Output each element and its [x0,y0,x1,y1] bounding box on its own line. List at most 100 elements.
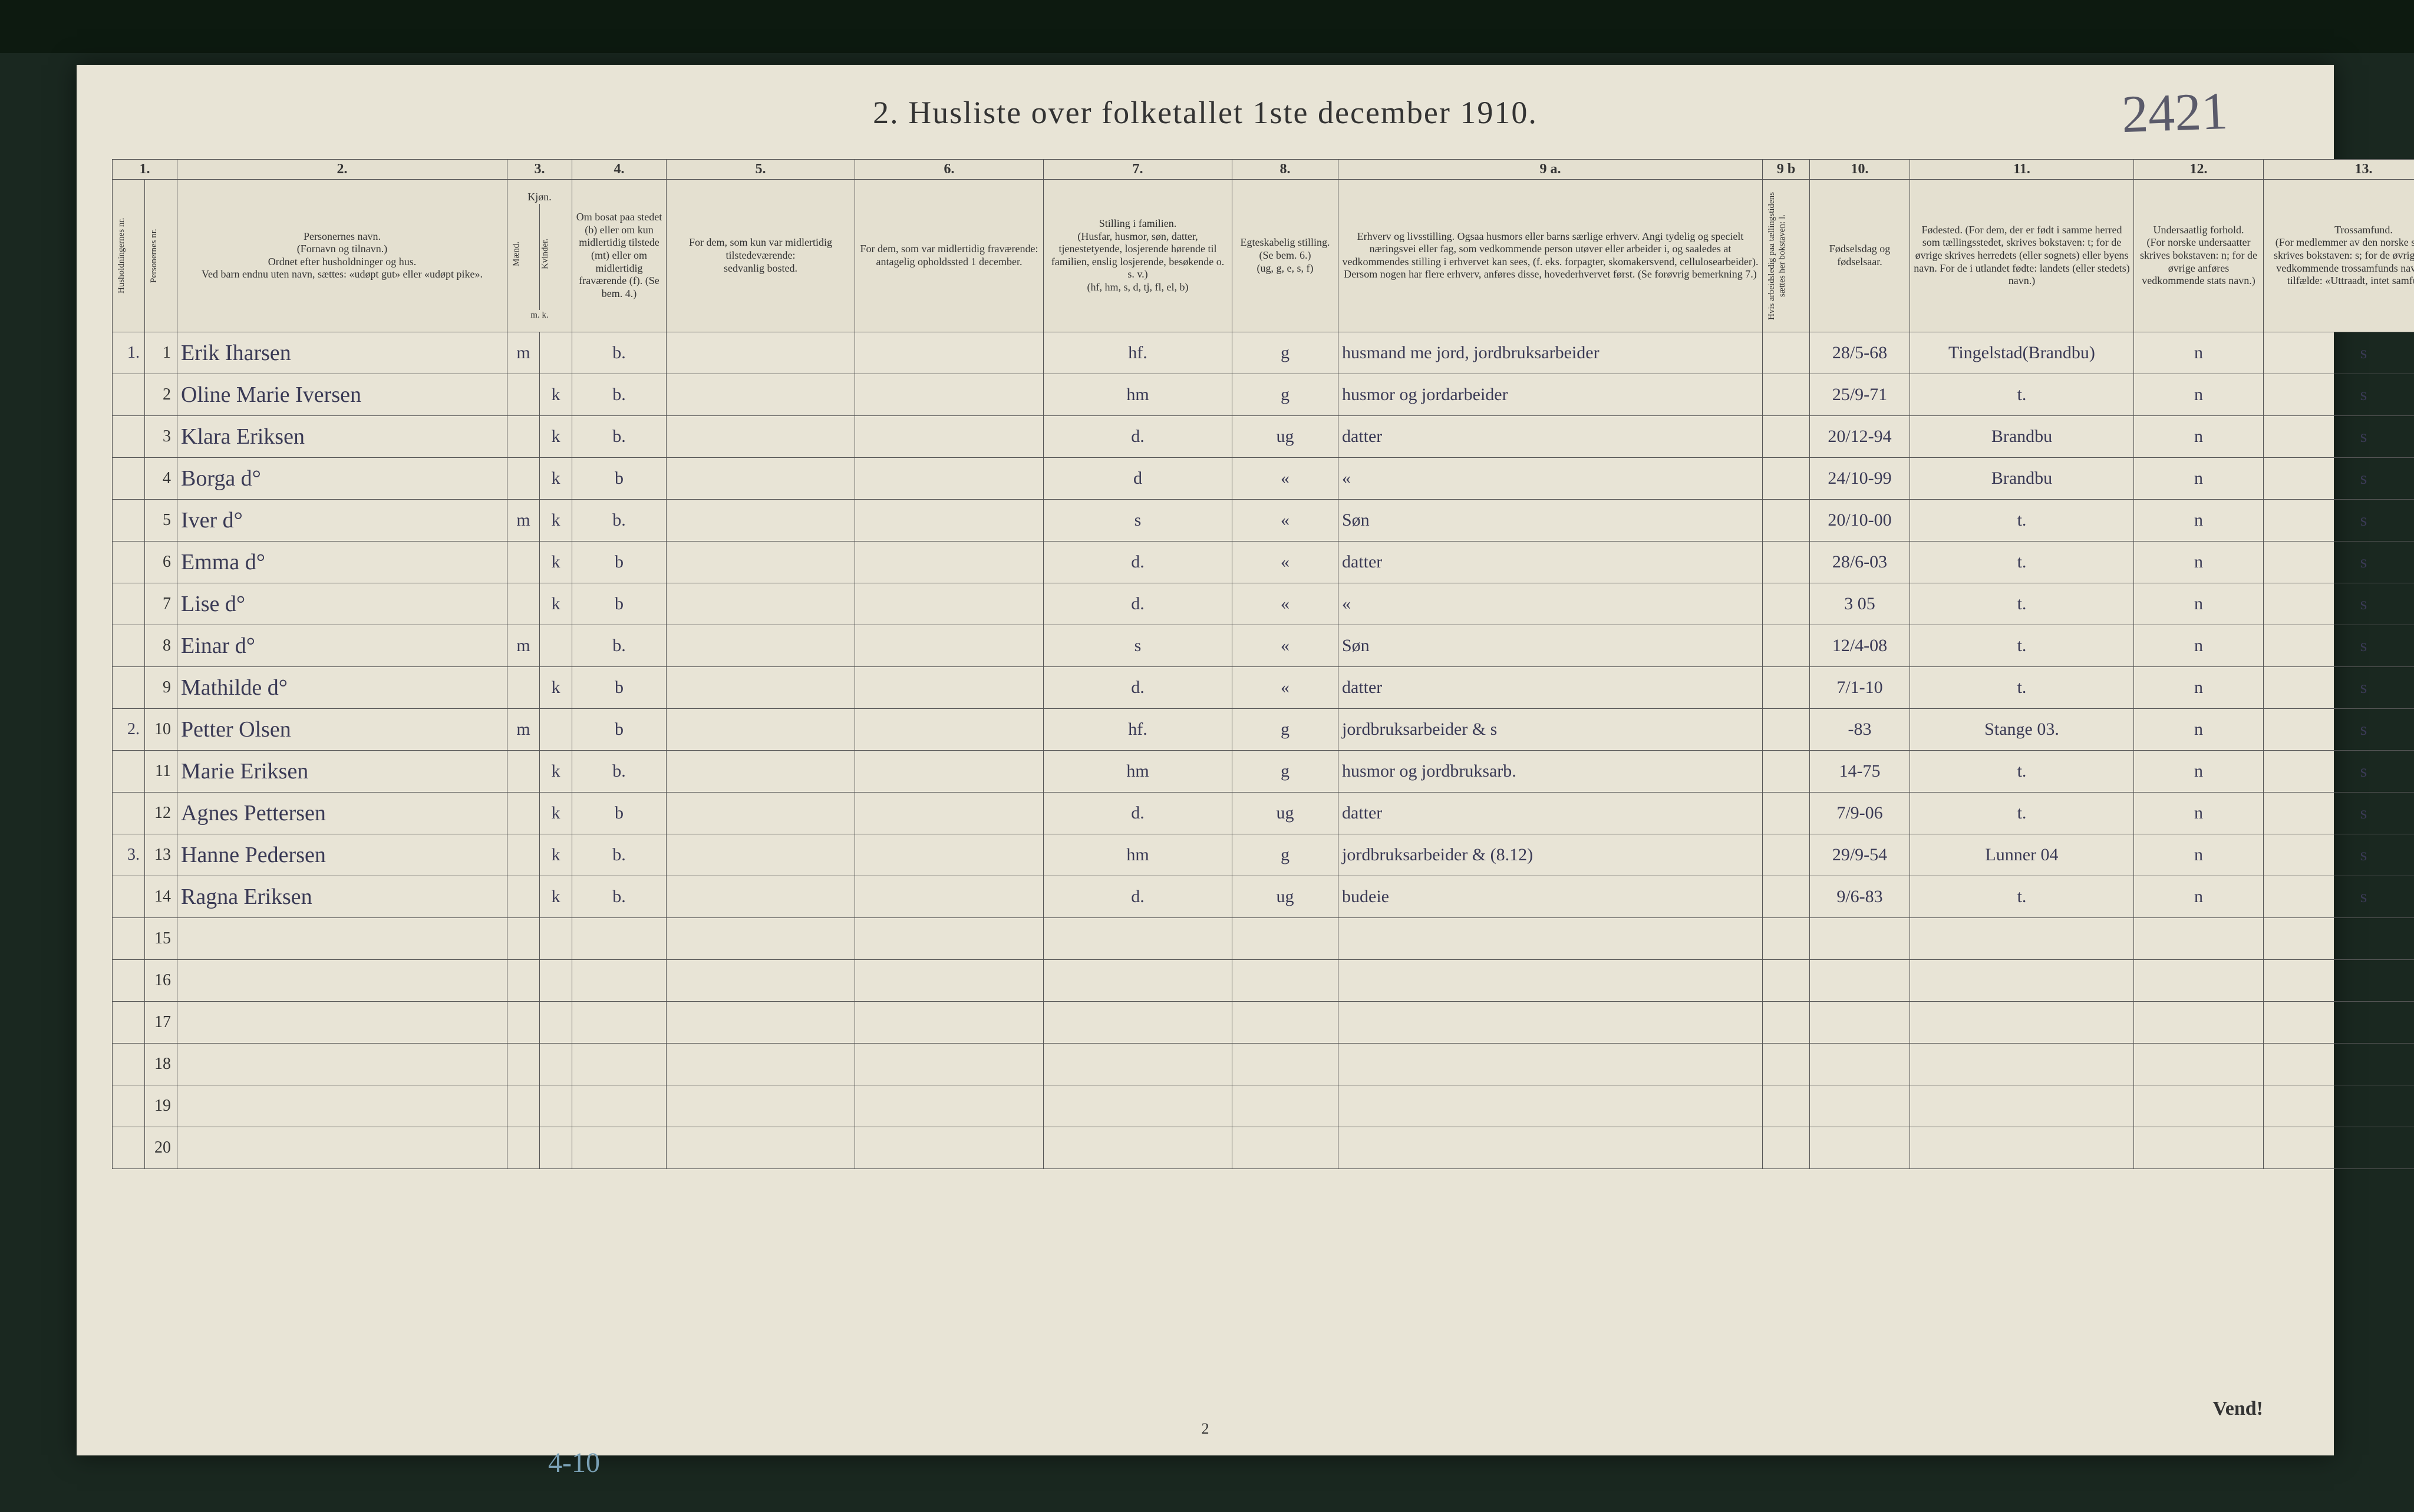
table-row: 15 [113,917,2414,959]
cell-sex-k: k [540,583,572,625]
cell-religion: s [2264,499,2414,541]
cell-sex-k: k [540,876,572,917]
cell-marital [1232,1127,1338,1168]
cell-occupation [1338,959,1763,1001]
cell-sex-m: m [507,499,540,541]
cell-marital: g [1232,374,1338,415]
table-row: 18 [113,1043,2414,1085]
cell-unemployed [1763,1001,1810,1043]
cell-family-pos: hf. [1044,708,1232,750]
cell-birthdate: 24/10-99 [1810,457,1910,499]
cell-person-nr: 17 [145,1001,177,1043]
cell-temp-present [667,1043,855,1085]
cell-temp-absent [855,457,1044,499]
cell-family-pos [1044,1043,1232,1085]
cell-temp-absent [855,1043,1044,1085]
cell-temp-absent [855,792,1044,834]
cell-sex-m [507,792,540,834]
cell-name: Ragna Eriksen [177,876,507,917]
cell-name [177,1043,507,1085]
cell-marital [1232,1085,1338,1127]
table-row: 3Klara Eriksenkb.d.ugdatter20/12-94Brand… [113,415,2414,457]
colnum-1: 1. [113,160,177,180]
cell-unemployed [1763,332,1810,374]
hdr-temp-present: For dem, som kun var midlertidig tilsted… [667,179,855,332]
cell-birthplace [1910,959,2134,1001]
cell-birthdate [1810,917,1910,959]
cell-religion [2264,1085,2414,1127]
cell-birthdate [1810,1043,1910,1085]
hdr-name: Personernes navn. (Fornavn og tilnavn.) … [177,179,507,332]
cell-occupation: husmor og jordbruksarb. [1338,750,1763,792]
cell-name [177,917,507,959]
cell-occupation: datter [1338,541,1763,583]
cell-birthplace [1910,1085,2134,1127]
hdr-residence: Om bosat paa stedet (b) eller om kun mid… [572,179,667,332]
cell-residence: b. [572,834,667,876]
table-row: 14Ragna Eriksenkb.d.ugbudeie9/6-83t.ns [113,876,2414,917]
hdr-religion: Trossamfund. (For medlemmer av den norsk… [2264,179,2414,332]
cell-residence [572,1127,667,1168]
cell-religion: s [2264,625,2414,666]
cell-person-nr: 13 [145,834,177,876]
cell-temp-present [667,750,855,792]
cell-family-pos: d. [1044,541,1232,583]
header-label-row: Husholdningernes nr. Personernes nr. Per… [113,179,2414,332]
cell-person-nr: 6 [145,541,177,583]
cell-nationality: n [2134,415,2264,457]
cell-nationality: n [2134,750,2264,792]
cell-sex-m [507,415,540,457]
hdr-family-pos: Stilling i familien. (Husfar, husmor, sø… [1044,179,1232,332]
cell-sex-m [507,959,540,1001]
cell-residence: b [572,792,667,834]
cell-sex-k: k [540,666,572,708]
cell-unemployed [1763,666,1810,708]
cell-nationality: n [2134,332,2264,374]
cell-birthplace: t. [1910,583,2134,625]
cell-marital: g [1232,708,1338,750]
cell-unemployed [1763,792,1810,834]
cell-residence: b. [572,499,667,541]
cell-religion [2264,917,2414,959]
cell-birthplace: t. [1910,499,2134,541]
cell-household-nr [113,583,145,625]
cell-sex-k [540,708,572,750]
cell-person-nr: 1 [145,332,177,374]
cell-temp-absent [855,1127,1044,1168]
cell-birthplace [1910,1043,2134,1085]
cell-birthdate [1810,1085,1910,1127]
cell-sex-m: m [507,708,540,750]
cell-residence: b [572,583,667,625]
cell-birthdate: 9/6-83 [1810,876,1910,917]
cell-nationality: n [2134,666,2264,708]
cell-sex-m [507,666,540,708]
cell-religion: s [2264,457,2414,499]
hdr-persnr: Personernes nr. [145,179,177,332]
table-head: 1. 2. 3. 4. 5. 6. 7. 8. 9 a. 9 b 10. 11.… [113,160,2414,332]
cell-household-nr [113,374,145,415]
cell-name: Oline Marie Iversen [177,374,507,415]
cell-sex-k: k [540,834,572,876]
cell-birthdate: 28/6-03 [1810,541,1910,583]
cell-name: Emma d° [177,541,507,583]
cell-family-pos [1044,959,1232,1001]
scan-top-border [0,0,2414,53]
cell-unemployed [1763,876,1810,917]
cell-birthplace: Brandbu [1910,457,2134,499]
cell-unemployed [1763,541,1810,583]
cell-occupation: budeie [1338,876,1763,917]
cell-household-nr [113,917,145,959]
cell-sex-m [507,541,540,583]
cell-sex-k [540,917,572,959]
cell-marital: « [1232,625,1338,666]
cell-temp-absent [855,834,1044,876]
hdr-birthdate: Fødselsdag og fødselsaar. [1810,179,1910,332]
page-title: 2. Husliste over folketallet 1ste decemb… [77,94,2334,131]
cell-residence: b. [572,415,667,457]
cell-unemployed [1763,1127,1810,1168]
cell-household-nr [113,1001,145,1043]
cell-temp-present [667,499,855,541]
table-row: 2Oline Marie Iversenkb.hmghusmor og jord… [113,374,2414,415]
cell-religion: s [2264,374,2414,415]
cell-residence: b. [572,332,667,374]
